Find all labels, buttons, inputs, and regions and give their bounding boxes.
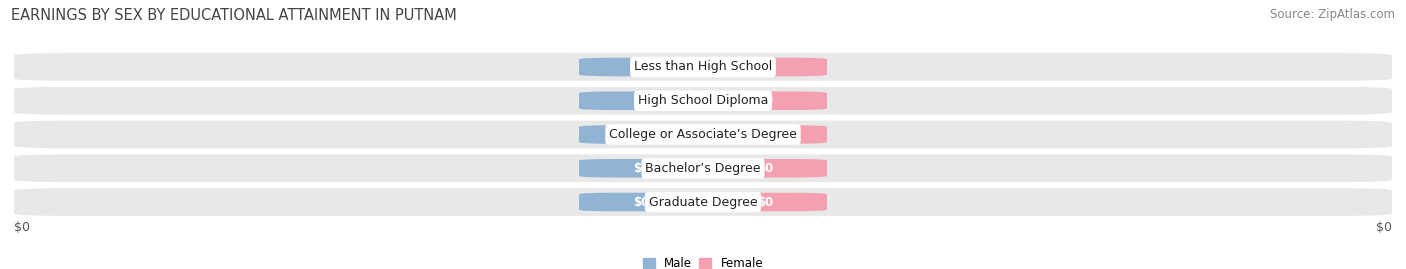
FancyBboxPatch shape [14,87,1392,115]
Text: College or Associate’s Degree: College or Associate’s Degree [609,128,797,141]
Text: $0: $0 [756,61,773,73]
Text: $0: $0 [633,128,650,141]
FancyBboxPatch shape [579,125,703,144]
Text: $0: $0 [1376,221,1392,233]
FancyBboxPatch shape [579,58,703,76]
Text: $0: $0 [756,128,773,141]
Text: $0: $0 [756,94,773,107]
Text: $0: $0 [14,221,30,233]
Legend: Male, Female: Male, Female [643,257,763,269]
Text: Source: ZipAtlas.com: Source: ZipAtlas.com [1270,8,1395,21]
FancyBboxPatch shape [703,91,827,110]
Text: $0: $0 [633,162,650,175]
Text: $0: $0 [756,162,773,175]
Text: $0: $0 [633,61,650,73]
Text: Graduate Degree: Graduate Degree [648,196,758,208]
Text: $0: $0 [756,196,773,208]
Text: Less than High School: Less than High School [634,61,772,73]
FancyBboxPatch shape [14,53,1392,81]
FancyBboxPatch shape [703,125,827,144]
FancyBboxPatch shape [579,159,703,178]
FancyBboxPatch shape [14,154,1392,182]
FancyBboxPatch shape [14,188,1392,216]
Text: Bachelor’s Degree: Bachelor’s Degree [645,162,761,175]
FancyBboxPatch shape [579,91,703,110]
FancyBboxPatch shape [703,58,827,76]
FancyBboxPatch shape [703,159,827,178]
FancyBboxPatch shape [14,121,1392,148]
Text: $0: $0 [633,94,650,107]
Text: EARNINGS BY SEX BY EDUCATIONAL ATTAINMENT IN PUTNAM: EARNINGS BY SEX BY EDUCATIONAL ATTAINMEN… [11,8,457,23]
FancyBboxPatch shape [579,193,703,211]
FancyBboxPatch shape [703,193,827,211]
Text: High School Diploma: High School Diploma [638,94,768,107]
Text: $0: $0 [633,196,650,208]
